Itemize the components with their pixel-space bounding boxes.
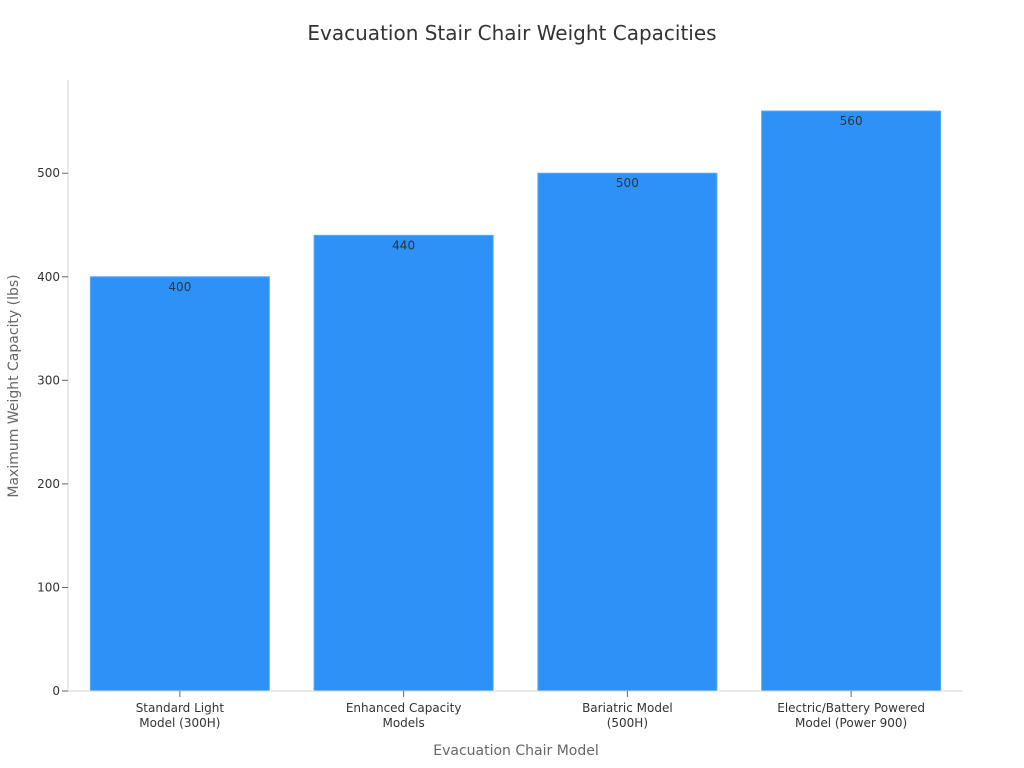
axes-layer: 0 100 200 300 400 500 Standard Light Model (300… [37, 80, 963, 730]
x-tick-label: Electric/Battery Powered Model (Power 900… [777, 701, 925, 730]
x-axis-title: Evacuation Chair Model [433, 743, 598, 759]
bar [537, 172, 718, 692]
x-tick-label: Bariatric Model (500H) [582, 701, 673, 730]
bar [89, 276, 270, 692]
bar-value-label: 560 [840, 114, 863, 128]
y-axis-title: Maximum Weight Capacity (lbs) [6, 274, 22, 497]
bar-value-label: 400 [168, 280, 191, 294]
y-tick-label: 300 [37, 373, 60, 387]
bar-value-label: 500 [616, 176, 639, 190]
y-tick-label: 100 [37, 580, 60, 594]
x-tick-label: Enhanced Capacity Models [346, 701, 462, 730]
y-tick-label: 400 [37, 270, 60, 284]
y-tick-label: 200 [37, 477, 60, 491]
bar [761, 110, 942, 692]
bars-layer: 400 440 500 560 [89, 110, 942, 692]
x-tick-label: Standard Light Model (300H) [136, 701, 225, 730]
y-tick-label: 500 [37, 166, 60, 180]
bar-value-label: 440 [392, 238, 415, 252]
chart-title: Evacuation Stair Chair Weight Capacities [307, 21, 716, 45]
y-tick-label: 0 [52, 684, 60, 698]
bar [313, 234, 494, 692]
